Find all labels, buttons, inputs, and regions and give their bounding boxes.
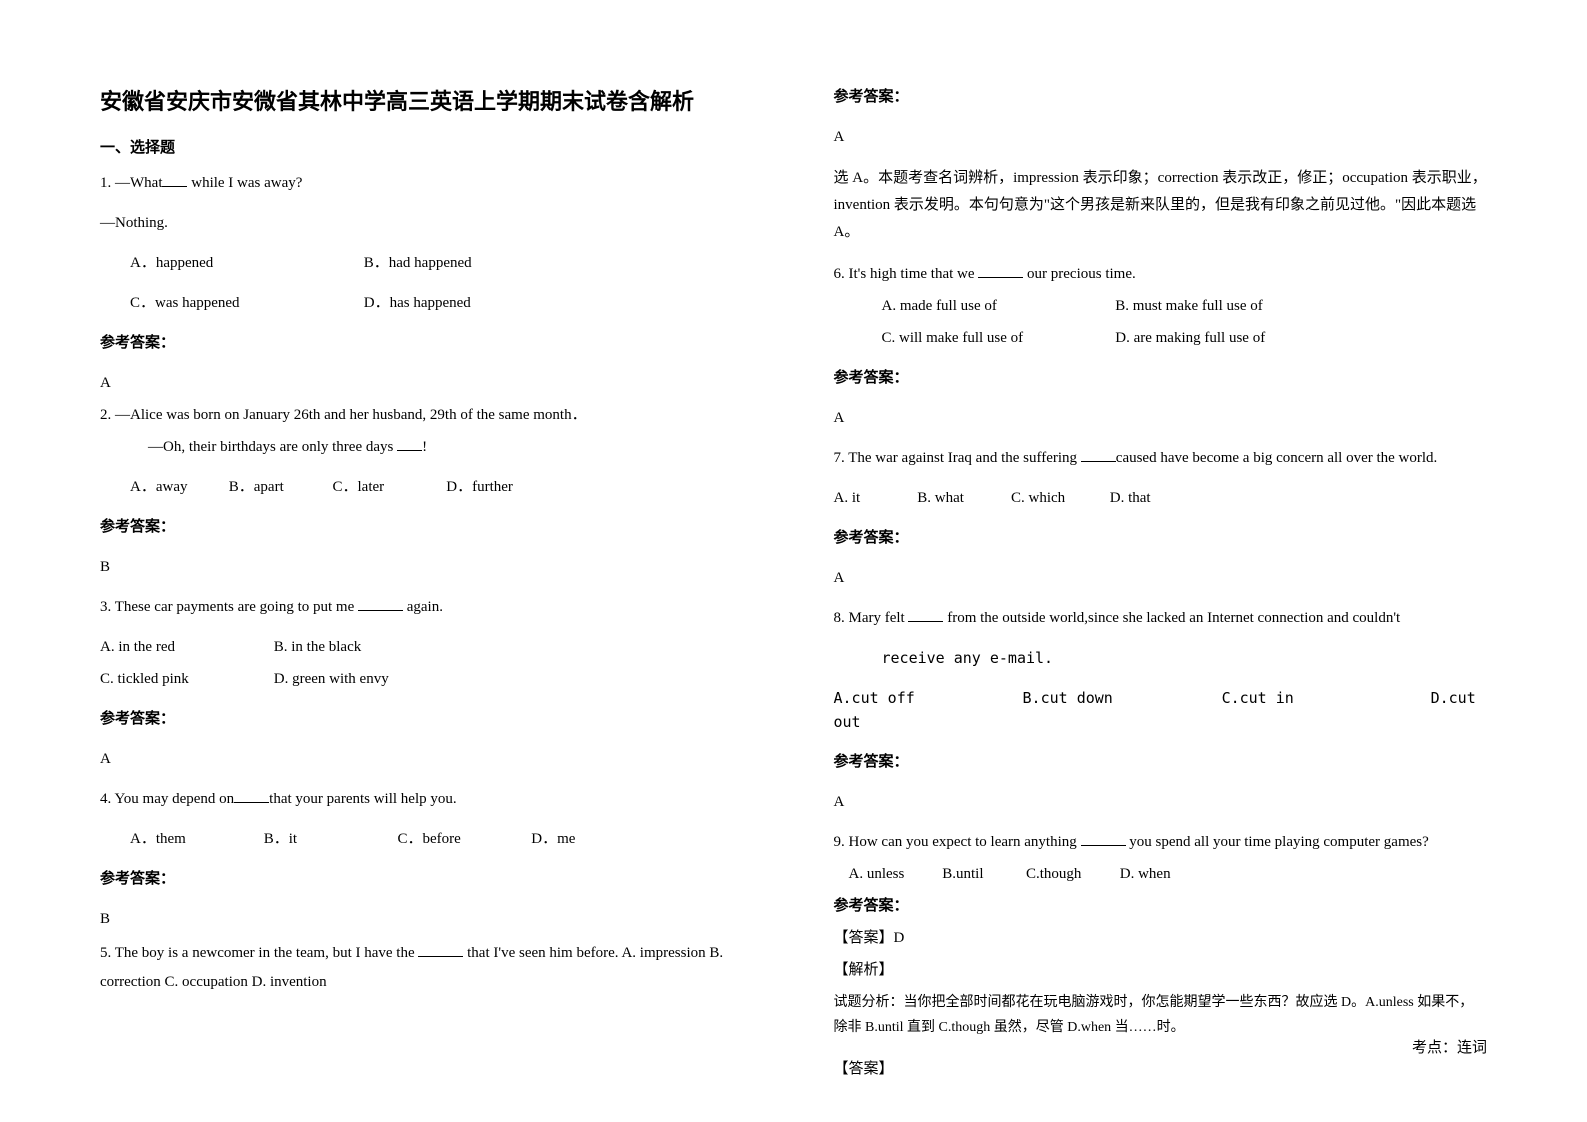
answer-label: 参考答案： [834, 85, 1488, 109]
answer-label: 参考答案： [834, 894, 1488, 918]
section-header: 一、选择题 [100, 136, 754, 157]
opt-d: D．further [446, 479, 513, 495]
opt-b: B. what [917, 486, 1007, 510]
q4-options: A．them B．it C．before D．me [100, 827, 754, 851]
opt-c: C．was happened [130, 291, 360, 315]
text: ! [422, 439, 427, 455]
q2-line2: —Oh, their birthdays are only three days… [100, 435, 754, 459]
opt-a: A. in the red [100, 635, 270, 659]
q6-answer: A [834, 406, 1488, 430]
opt-d: D. that [1110, 490, 1151, 506]
q7-answer: A [834, 566, 1488, 590]
text: 6. It's high time that we [834, 266, 979, 282]
q3-stem: 3. These car payments are going to put m… [100, 595, 754, 619]
opt-c: C．before [398, 827, 528, 851]
opt-b: B．it [264, 827, 394, 851]
text: 1. —What [100, 175, 162, 191]
opt-b: B．apart [229, 475, 329, 499]
text: again. [403, 599, 443, 615]
q6-stem: 6. It's high time that we our precious t… [834, 262, 1488, 286]
q4-stem: 4. You may depend on that your parents wi… [100, 787, 754, 811]
opt-c: C．later [333, 475, 443, 499]
q5-explain: 选 A。本题考查名词辨析，impression 表示印象；correction … [834, 165, 1488, 246]
q2-stem: 2. —Alice was born on January 26th and h… [100, 403, 754, 427]
q8-line2: receive any e-mail. [834, 646, 1488, 670]
answer-label: 参考答案： [100, 515, 754, 539]
q8-stem: 8. Mary felt from the outside world,sinc… [834, 606, 1488, 630]
q3-options-1: A. in the red B. in the black [100, 635, 754, 659]
text: our precious time. [1023, 266, 1135, 282]
answer-label: 参考答案： [100, 867, 754, 891]
opt-c: C.cut in [1222, 686, 1422, 710]
text: that your parents will help you. [269, 791, 456, 807]
q9-jiexi: 【解析】 [834, 958, 1488, 982]
text: while I was away? [187, 175, 302, 191]
q1-line2: —Nothing. [100, 211, 754, 235]
q1-stem: 1. —What while I was away? [100, 171, 754, 195]
opt-b: B.cut down [1023, 686, 1213, 710]
opt-a: A. it [834, 486, 914, 510]
opt-b: B. must make full use of [1115, 298, 1262, 314]
q1-options-1: A．happened B．had happened [100, 251, 754, 275]
q3-answer: A [100, 747, 754, 771]
opt-c: C.though [1026, 862, 1116, 886]
q1-answer: A [100, 371, 754, 395]
doc-title: 安徽省安庆市安微省其林中学高三英语上学期期末试卷含解析 [100, 85, 754, 118]
answer-label: 参考答案： [100, 331, 754, 355]
opt-d: D．has happened [364, 295, 471, 311]
opt-d: D. when [1120, 866, 1171, 882]
opt-a: A. made full use of [882, 294, 1112, 318]
q3-options-2: C. tickled pink D. green with envy [100, 667, 754, 691]
q9-options: A. unless B.until C.though D. when [834, 862, 1488, 886]
q2-answer: B [100, 555, 754, 579]
q4-answer: B [100, 907, 754, 931]
opt-a: A.cut off [834, 686, 1014, 710]
opt-d: D．me [531, 831, 575, 847]
opt-a: A．them [130, 827, 260, 851]
text: 7. The war against Iraq and the sufferin… [834, 450, 1081, 466]
q6-options-1: A. made full use of B. must make full us… [834, 294, 1488, 318]
opt-d: D. green with envy [274, 671, 389, 687]
q6-options-2: C. will make full use of D. are making f… [834, 326, 1488, 350]
answer-label: 参考答案： [834, 750, 1488, 774]
q5-stem: 5. The boy is a newcomer in the team, bu… [100, 939, 754, 996]
q1-options-2: C．was happened D．has happened [100, 291, 754, 315]
q8-options: A.cut off B.cut down C.cut in D.cut out [834, 686, 1488, 734]
text: 5. The boy is a newcomer in the team, bu… [100, 945, 418, 961]
q8-answer: A [834, 790, 1488, 814]
text: 3. These car payments are going to put m… [100, 599, 358, 615]
opt-b: B. in the black [274, 639, 361, 655]
opt-c: C. which [1011, 486, 1106, 510]
answer-label: 参考答案： [834, 366, 1488, 390]
answer-label: 参考答案： [100, 707, 754, 731]
q7-options: A. it B. what C. which D. that [834, 486, 1488, 510]
opt-a: A．away [130, 475, 225, 499]
q9-stem: 9. How can you expect to learn anything … [834, 830, 1488, 854]
opt-a: A. unless [849, 862, 939, 886]
text: from the outside world,since she lacked … [943, 610, 1400, 626]
q9-ans2: 【答案】 [834, 1057, 1488, 1081]
q2-options: A．away B．apart C．later D．further [100, 475, 754, 499]
text: you spend all your time playing computer… [1126, 834, 1429, 850]
q9-explain: 试题分析：当你把全部时间都花在玩电脑游戏时，你怎能期望学一些东西？故应选 D。A… [834, 990, 1488, 1040]
text: 4. You may depend on [100, 791, 234, 807]
q9-ansline: 【答案】D [834, 926, 1488, 950]
opt-b: B.until [942, 862, 1022, 886]
opt-d: D. are making full use of [1115, 330, 1265, 346]
q5-answer: A [834, 125, 1488, 149]
opt-c: C. tickled pink [100, 667, 270, 691]
opt-b: B．had happened [364, 255, 472, 271]
text: —Oh, their birthdays are only three days [148, 439, 397, 455]
q7-stem: 7. The war against Iraq and the sufferin… [834, 446, 1488, 470]
answer-label: 参考答案： [834, 526, 1488, 550]
opt-a: A．happened [130, 251, 360, 275]
text: 8. Mary felt [834, 610, 909, 626]
opt-c: C. will make full use of [882, 326, 1112, 350]
text: 9. How can you expect to learn anything [834, 834, 1081, 850]
text: caused have become a big concern all ove… [1116, 450, 1438, 466]
